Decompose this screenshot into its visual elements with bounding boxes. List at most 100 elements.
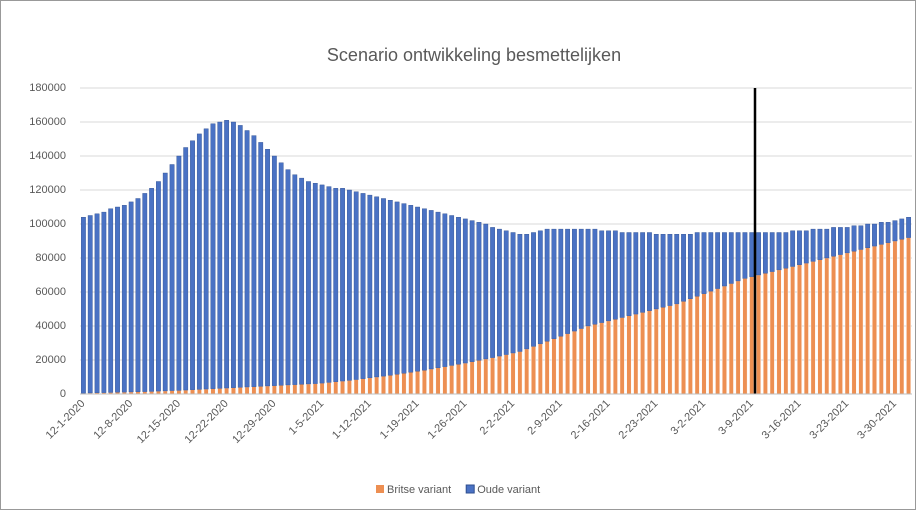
bar [742, 232, 748, 279]
bar [408, 205, 414, 373]
bar [442, 366, 448, 395]
bar [483, 358, 489, 395]
bar [667, 233, 673, 306]
bar [251, 135, 257, 387]
bar [156, 181, 161, 392]
legend-label: Britse variant [387, 484, 451, 496]
bar [497, 355, 502, 395]
bar [647, 310, 652, 395]
bar [415, 371, 420, 395]
legend-swatch [465, 484, 475, 494]
bar [640, 232, 646, 313]
bar [360, 193, 366, 379]
bar [885, 222, 891, 243]
bar [381, 375, 386, 395]
bar [183, 147, 189, 391]
bar [210, 388, 216, 395]
bar [578, 328, 584, 395]
bar [878, 244, 884, 395]
bar [190, 389, 195, 395]
bar [701, 293, 707, 395]
bar [892, 220, 898, 242]
bar [722, 232, 727, 287]
bar [81, 216, 86, 394]
bar [708, 232, 714, 292]
y-tick-label: 120000 [29, 184, 66, 196]
y-tick-label: 100000 [29, 218, 66, 230]
bar [169, 164, 175, 391]
bar [551, 228, 557, 339]
bar [885, 242, 891, 395]
bar [906, 216, 911, 238]
bar [660, 307, 666, 395]
bar [374, 196, 380, 378]
bar [497, 228, 502, 357]
bar [599, 230, 605, 323]
bar [237, 125, 243, 388]
bar [203, 388, 209, 395]
bar [510, 232, 516, 354]
bar [510, 352, 516, 395]
bar [312, 383, 318, 395]
bar [278, 162, 284, 386]
bar [565, 333, 570, 395]
bar [728, 283, 734, 395]
bar [244, 130, 250, 388]
bar [271, 155, 277, 386]
bar [715, 232, 721, 289]
bar [292, 174, 298, 385]
bar [87, 215, 93, 394]
bar [599, 322, 605, 395]
bar [231, 387, 236, 395]
bar [237, 387, 243, 395]
bar [578, 228, 584, 329]
bar [674, 233, 680, 305]
bar [749, 232, 755, 277]
bar [803, 262, 809, 395]
bar [824, 257, 830, 395]
bar [135, 198, 141, 392]
bar [340, 188, 345, 382]
bar [769, 232, 775, 272]
bar [312, 182, 318, 384]
bar [142, 193, 148, 392]
bar [619, 317, 625, 395]
bar [292, 384, 298, 395]
bar [892, 240, 898, 395]
y-tick-label: 60000 [35, 286, 66, 298]
bar [265, 385, 270, 395]
bar [817, 228, 823, 260]
bar [210, 123, 216, 389]
bar [387, 199, 393, 376]
bar [694, 232, 700, 297]
bar [367, 377, 373, 395]
bar [121, 205, 127, 393]
bar [251, 386, 257, 395]
bar [217, 388, 223, 395]
bar [449, 365, 455, 395]
bar [544, 228, 550, 342]
bar [742, 278, 748, 395]
y-tick-label: 160000 [29, 116, 66, 128]
bar [660, 233, 666, 308]
bar [224, 387, 230, 395]
bar [360, 378, 366, 395]
bar [203, 128, 209, 390]
bar [722, 285, 727, 395]
bar [537, 230, 543, 345]
bar [258, 142, 264, 387]
bar [108, 208, 114, 393]
bar [401, 373, 407, 395]
bar [333, 381, 339, 395]
bar [674, 303, 680, 395]
bar [831, 256, 836, 395]
bar [531, 346, 536, 395]
bar [217, 121, 223, 389]
bar [422, 370, 427, 395]
bar [762, 232, 768, 274]
bar [762, 273, 768, 395]
bar [394, 374, 400, 395]
bar [531, 232, 536, 347]
bar [687, 233, 693, 299]
bar [231, 121, 236, 388]
